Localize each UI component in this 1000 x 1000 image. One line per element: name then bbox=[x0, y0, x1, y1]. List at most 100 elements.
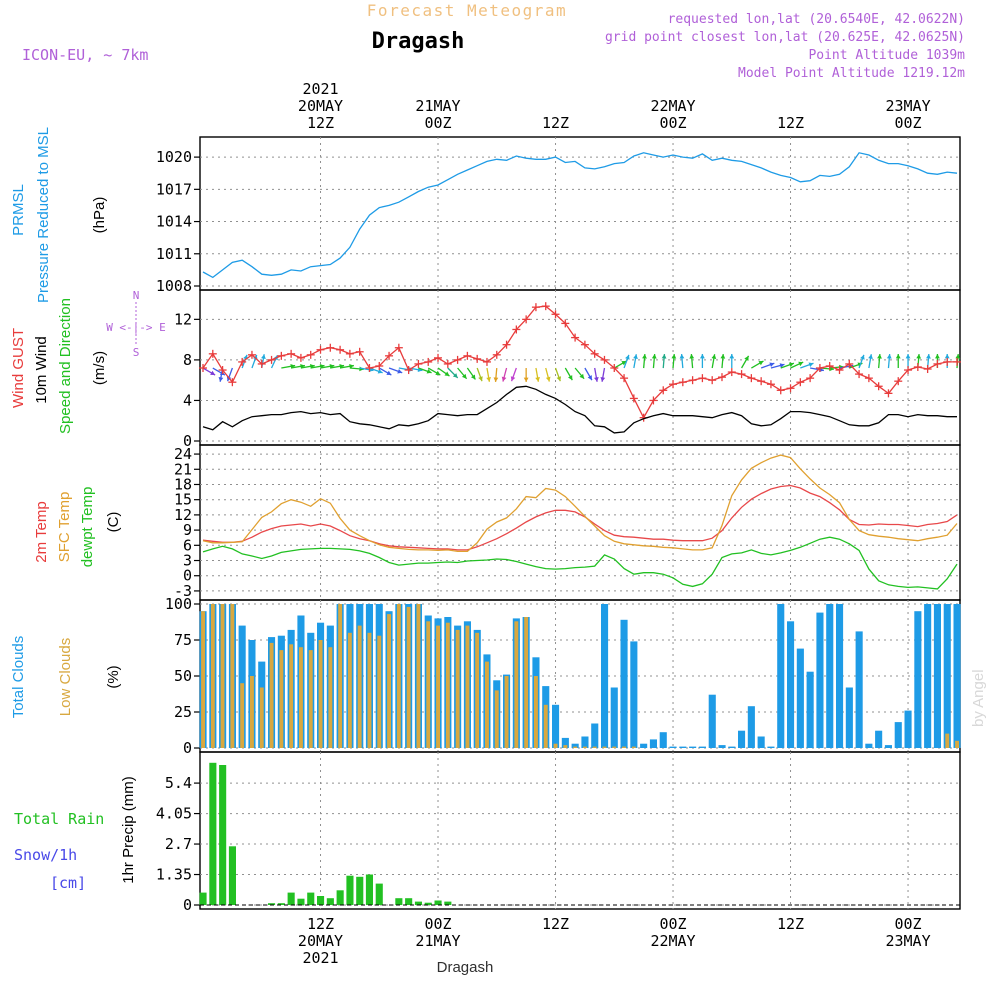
bar-low-clouds bbox=[573, 746, 578, 748]
y-tick-label: 25 bbox=[174, 703, 192, 721]
panel-frame bbox=[199, 444, 961, 601]
y-tick-label: 8 bbox=[183, 351, 192, 369]
point-altitude: Point Altitude 1039m bbox=[808, 48, 965, 63]
wind-arrow-head bbox=[435, 370, 441, 376]
time-label-bottom: 12Z bbox=[777, 915, 804, 933]
time-label-top: 20MAY bbox=[298, 97, 343, 115]
bar-total-rain bbox=[326, 898, 334, 905]
wind-arrow-head bbox=[633, 354, 638, 359]
label-pressure-msl: Pressure Reduced to MSL bbox=[35, 127, 52, 303]
bar-total-clouds bbox=[581, 736, 589, 748]
bar-total-clouds bbox=[777, 604, 785, 748]
temp-labels: 2m Temp SFC Temp dewpt Temp (C) bbox=[33, 487, 122, 568]
bar-low-clouds bbox=[426, 621, 431, 748]
wind-arrow-head bbox=[593, 377, 599, 382]
time-label-top: 12Z bbox=[542, 114, 569, 132]
bar-total-rain bbox=[356, 876, 364, 905]
y-tick-label: 5.4 bbox=[165, 774, 192, 792]
bar-total-clouds bbox=[649, 739, 657, 748]
label-speed-direction: Speed and Direction bbox=[57, 298, 74, 434]
bar-total-clouds bbox=[933, 604, 941, 748]
y-tick-label: 12 bbox=[174, 310, 192, 328]
wind-arrow-head bbox=[486, 377, 492, 382]
bar-low-clouds bbox=[220, 604, 225, 748]
label-sfc-temp: SFC Temp bbox=[56, 492, 73, 563]
time-label-bottom: 2021 bbox=[302, 949, 338, 967]
time-label-bottom: 00Z bbox=[894, 915, 921, 933]
bar-low-clouds bbox=[210, 604, 215, 748]
bar-total-clouds bbox=[953, 604, 961, 748]
model-altitude: Model Point Altitude 1219.12m bbox=[738, 66, 965, 81]
bar-total-clouds bbox=[806, 671, 814, 748]
wind-arrow-head bbox=[478, 376, 483, 382]
bar-total-rain bbox=[277, 903, 285, 905]
bar-total-clouds bbox=[796, 648, 804, 748]
y-tick-label: 2.7 bbox=[165, 835, 192, 853]
bar-low-clouds bbox=[553, 743, 558, 748]
series-dewpt-temp bbox=[202, 536, 958, 590]
bar-total-clouds bbox=[894, 722, 902, 748]
time-label-top: 00Z bbox=[894, 114, 921, 132]
bar-low-clouds bbox=[504, 676, 509, 748]
bar-total-clouds bbox=[601, 604, 609, 748]
bar-total-clouds bbox=[718, 745, 726, 748]
bar-total-rain bbox=[346, 875, 354, 905]
wind-arrow-head bbox=[860, 354, 865, 360]
bar-low-clouds bbox=[583, 746, 587, 748]
wind-arrow-head bbox=[769, 362, 775, 367]
footer-location: Dragash bbox=[437, 959, 494, 976]
label-snow: Snow/1h bbox=[14, 846, 77, 864]
time-label-top: 12Z bbox=[777, 114, 804, 132]
bar-total-clouds bbox=[836, 604, 844, 748]
series-pressure-reduced-to-msl bbox=[202, 152, 958, 279]
time-label-top: 00Z bbox=[659, 114, 686, 132]
y-tick-label: -3 bbox=[174, 582, 192, 600]
time-label-bottom: 22MAY bbox=[650, 932, 695, 950]
bar-total-rain bbox=[287, 892, 295, 905]
time-label-bottom: 20MAY bbox=[298, 932, 343, 950]
bar-total-rain bbox=[209, 762, 217, 905]
bar-total-rain bbox=[434, 900, 442, 905]
bar-total-clouds bbox=[571, 743, 579, 748]
bar-total-rain bbox=[375, 883, 383, 905]
wind-arrow-head bbox=[261, 354, 266, 359]
wind-arrow-head bbox=[935, 354, 940, 359]
bar-low-clouds bbox=[543, 704, 548, 748]
bar-low-clouds bbox=[436, 625, 440, 748]
watermark: by Angel bbox=[970, 669, 987, 727]
wind-arrow-head bbox=[386, 370, 392, 376]
bar-low-clouds bbox=[622, 746, 626, 748]
bar-total-clouds bbox=[767, 746, 775, 748]
panel-clouds: 0 25 50 75 100 bbox=[165, 595, 961, 757]
bar-total-clouds bbox=[610, 687, 618, 748]
y-tick-label: 15 bbox=[174, 491, 192, 509]
bar-low-clouds bbox=[269, 642, 274, 748]
bar-low-clouds bbox=[201, 611, 205, 748]
y-tick-label: 0 bbox=[183, 567, 192, 585]
wind-arrow-head bbox=[461, 373, 467, 379]
y-tick-label: 4.05 bbox=[156, 805, 192, 823]
wind-arrow-head bbox=[916, 354, 922, 359]
label-celsius: (C) bbox=[105, 512, 122, 533]
wind-arrow-head bbox=[625, 354, 630, 360]
bar-total-clouds bbox=[630, 641, 638, 748]
wind-arrow-head bbox=[397, 369, 403, 374]
wind-arrow-head bbox=[779, 363, 785, 368]
bar-low-clouds bbox=[945, 733, 950, 748]
model-label: ICON-EU, ~ 7km bbox=[22, 46, 148, 64]
wind-labels: Wind GUST 10m Wind Speed and Direction (… bbox=[10, 289, 166, 434]
wind-arrow-head bbox=[689, 354, 695, 359]
bar-total-rain bbox=[414, 901, 422, 905]
label-2m-temp: 2m Temp bbox=[33, 501, 50, 562]
y-tick-label: 75 bbox=[174, 631, 192, 649]
bar-low-clouds bbox=[494, 690, 499, 748]
bar-total-clouds bbox=[757, 736, 765, 748]
series-10m-wind bbox=[202, 385, 957, 434]
panel-frame bbox=[199, 136, 961, 291]
wind-arrow-head bbox=[744, 355, 749, 361]
grid-point-coords: grid point closest lon,lat (20.625E, 42.… bbox=[605, 30, 965, 45]
time-label-bottom: 00Z bbox=[659, 915, 686, 933]
y-tick-label: 0 bbox=[183, 739, 192, 757]
bar-low-clouds bbox=[955, 740, 959, 748]
